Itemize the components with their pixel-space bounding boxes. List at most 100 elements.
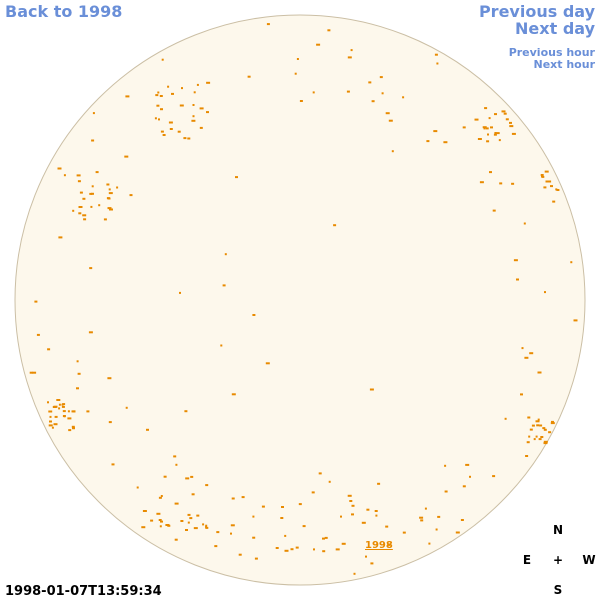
speck [196, 514, 200, 517]
speck [78, 212, 82, 215]
speck [216, 531, 220, 534]
timestamp: 1998-01-07T13:59:34 [5, 584, 162, 599]
speck [402, 96, 405, 99]
speck [82, 214, 87, 217]
speck [437, 515, 441, 518]
speck [160, 108, 163, 111]
speck [479, 181, 484, 184]
speck [318, 472, 322, 475]
speck [551, 420, 554, 423]
speck [486, 140, 490, 143]
speck [205, 525, 208, 528]
speck [275, 547, 279, 549]
speck [340, 515, 342, 518]
speck [434, 53, 438, 56]
speck [205, 484, 209, 487]
speck [433, 130, 438, 133]
speck [86, 410, 90, 413]
speck [369, 388, 374, 391]
speck [235, 176, 238, 179]
speck [523, 222, 526, 225]
speck [49, 420, 52, 423]
speck [53, 423, 58, 426]
speck [187, 513, 191, 516]
speck [108, 188, 111, 191]
speck [62, 410, 66, 413]
speck [545, 180, 549, 183]
speck [324, 536, 328, 539]
speck [531, 424, 535, 427]
speck [520, 393, 523, 396]
speck [159, 95, 163, 97]
speck [107, 377, 112, 380]
speck [91, 185, 94, 188]
speck [167, 85, 170, 88]
year-link[interactable]: 1998 [365, 540, 393, 551]
speck [252, 515, 255, 518]
speck [361, 521, 366, 524]
speck [76, 387, 79, 390]
speck [281, 506, 284, 508]
speck [62, 403, 66, 406]
back-link[interactable]: Back to 1998 [5, 2, 122, 21]
speck [322, 537, 325, 540]
speck [487, 133, 489, 136]
speck [171, 92, 174, 95]
speck [78, 206, 83, 208]
speck [374, 510, 378, 512]
speck [316, 43, 321, 46]
speck [56, 399, 61, 401]
compass-west: W [582, 553, 595, 567]
speck [125, 95, 130, 98]
previous-day-link[interactable]: Previous day [479, 2, 596, 21]
speck [95, 171, 99, 174]
next-hour-link[interactable]: Next hour [534, 58, 596, 71]
speck [351, 513, 354, 516]
speck [462, 485, 466, 488]
speck [125, 406, 128, 409]
compass-center: + [553, 553, 563, 567]
speck [371, 100, 375, 103]
speck [191, 119, 196, 122]
speck [299, 100, 303, 102]
speck [63, 174, 66, 177]
speck [298, 503, 302, 506]
speck [247, 75, 251, 78]
speck [192, 104, 195, 106]
speck [175, 463, 178, 466]
speck [528, 435, 531, 438]
previous-hour-link[interactable]: Previous hour [509, 46, 596, 59]
speck [174, 538, 178, 541]
speck [365, 555, 367, 558]
speck [231, 393, 236, 396]
speck [346, 90, 350, 93]
speck [543, 428, 547, 431]
speck [72, 410, 76, 413]
speck [349, 500, 353, 502]
speck [68, 429, 72, 432]
speck [503, 112, 507, 115]
speck [141, 526, 146, 529]
speck [202, 523, 205, 526]
speck [490, 126, 493, 129]
speck [542, 427, 546, 430]
speck [527, 416, 531, 419]
speck [379, 76, 383, 79]
speck [238, 553, 242, 556]
speck [161, 58, 164, 61]
compass-north: N [553, 523, 563, 537]
speck [220, 344, 223, 347]
speck [48, 424, 53, 427]
speck [499, 182, 503, 185]
speck [295, 546, 299, 549]
speck [174, 502, 179, 505]
next-day-link[interactable]: Next day [515, 19, 596, 38]
speck [494, 113, 497, 116]
speck [296, 58, 299, 60]
speck [436, 62, 439, 65]
speck [368, 81, 372, 84]
speck [335, 548, 340, 551]
speck [49, 415, 52, 418]
speck [205, 524, 208, 527]
speck [103, 218, 107, 221]
